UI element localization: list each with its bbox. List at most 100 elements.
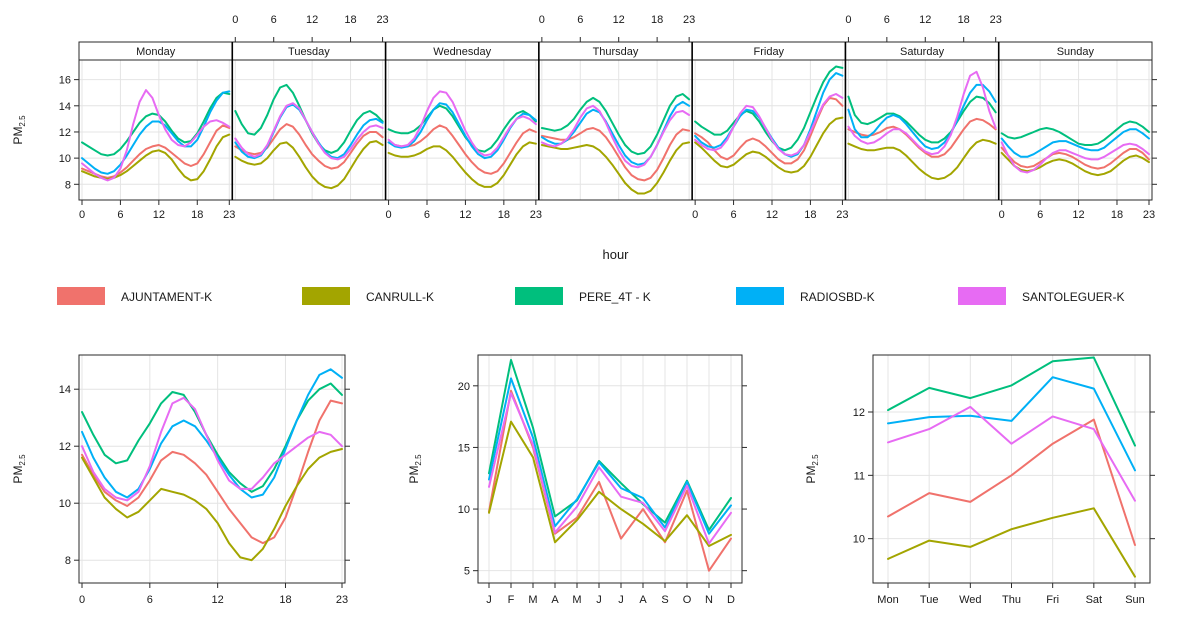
series-line-canrull-k-tuesday	[234, 140, 384, 190]
legend-item: CANRULL-K	[302, 287, 434, 305]
x-tick-label: 0	[232, 14, 238, 26]
series-line-santoleguer-k-saturday	[847, 70, 997, 156]
series-line-santoleguer-k	[887, 405, 1136, 502]
x-tick-label: 18	[958, 14, 970, 26]
series-line-pere-4t-k-saturday	[847, 95, 997, 144]
series-line-santoleguer-k	[488, 392, 732, 545]
series-line-ajuntament-k	[887, 418, 1136, 546]
legend-item: PERE_4T - K	[515, 287, 651, 305]
x-tick-label: 0	[692, 209, 698, 221]
legend-swatch	[736, 287, 784, 305]
x-tick-label: 18	[191, 209, 203, 221]
series-line-radiosbd-k-monday	[81, 90, 231, 175]
y-tick-label: 10	[59, 153, 71, 165]
series-line-ajuntament-k-wednesday	[387, 124, 537, 175]
y-axis-label: PM2.5	[804, 454, 820, 484]
x-tick-label: Sun	[1125, 594, 1145, 606]
series-line-radiosbd-k-saturday	[847, 83, 997, 150]
y-axis-label-main: PM	[407, 466, 421, 484]
y-tick-label: 11	[854, 470, 865, 482]
y-axis-label-subscript: 2.5	[414, 454, 423, 466]
legend: AJUNTAMENT-K CANRULL-K PERE_4T - K RADIOSBD…	[57, 287, 1124, 305]
series-line-radiosbd-k-sunday	[1000, 128, 1150, 158]
x-tick-label: 18	[804, 209, 816, 221]
legend-label: CANRULL-K	[366, 290, 434, 304]
x-tick-label: 0	[999, 209, 1005, 221]
series-line-pere-4t-k-monday	[81, 91, 231, 157]
x-tick-label: 0	[79, 594, 85, 606]
hour-panel: 8 10 12 14 0 6 12 18 23 PM2.5	[11, 354, 350, 606]
day-strip-label: Thursday	[593, 46, 639, 58]
day-strip-label: Friday	[754, 46, 785, 58]
day-strip-label: Wednesday	[433, 46, 491, 58]
series-line-pere-4t-k-thursday	[540, 93, 691, 156]
series-line-pere-4t-k-sunday	[1000, 120, 1150, 146]
x-tick-label: 0	[79, 209, 85, 221]
x-tick-label: 12	[613, 14, 625, 26]
x-tick-label: 23	[990, 14, 1002, 26]
legend-label: PERE_4T - K	[579, 290, 651, 304]
series-line-santoleguer-k-tuesday	[234, 102, 384, 161]
series-line-ajuntament-k	[81, 399, 343, 545]
y-axis-label: PM2.5	[11, 115, 27, 145]
x-tick-label: 12	[153, 209, 165, 221]
legend-item: AJUNTAMENT-K	[57, 287, 212, 305]
x-tick-label: 23	[1143, 209, 1155, 221]
series-line-ajuntament-k-saturday	[847, 117, 997, 158]
day-strip-label: Sunday	[1057, 46, 1095, 58]
x-tick-label: 0	[845, 14, 851, 26]
y-axis-label: PM2.5	[407, 454, 423, 484]
series-line-radiosbd-k-friday	[694, 72, 844, 158]
x-tick-label: 23	[376, 14, 388, 26]
series-line-ajuntament-k-friday	[694, 96, 844, 165]
series-line-santoleguer-k-monday	[81, 89, 231, 182]
x-tick-label: N	[705, 594, 713, 606]
series-line-canrull-k	[81, 448, 343, 562]
series-line-santoleguer-k-wednesday	[387, 90, 537, 157]
x-tick-label: Thu	[1002, 594, 1021, 606]
y-axis-label-subscript: 2.5	[811, 454, 820, 466]
series-line-canrull-k	[488, 420, 732, 547]
series-line-pere-4t-k-tuesday	[234, 83, 384, 154]
x-tick-label: 12	[306, 14, 318, 26]
series-line-canrull-k-thursday	[540, 141, 691, 195]
x-tick-label: 12	[1072, 209, 1084, 221]
x-tick-label: 6	[424, 209, 430, 221]
x-tick-label: 12	[459, 209, 471, 221]
series-line-radiosbd-k	[488, 377, 732, 535]
series-line-canrull-k-friday	[694, 116, 844, 174]
x-tick-label: 6	[1037, 209, 1043, 221]
y-tick-label: 8	[65, 555, 71, 567]
x-tick-label: 18	[498, 209, 510, 221]
x-tick-label: A	[639, 594, 647, 606]
x-tick-label: 18	[651, 14, 663, 26]
legend-swatch	[958, 287, 1006, 305]
y-tick-label: 12	[853, 407, 865, 419]
x-tick-label: 23	[336, 594, 348, 606]
series-line-pere-4t-k-friday	[694, 65, 844, 152]
y-tick-label: 10	[458, 504, 470, 516]
x-tick-label: J	[596, 594, 602, 606]
x-tick-label: O	[683, 594, 692, 606]
series-line-canrull-k-wednesday	[387, 141, 537, 188]
x-tick-label: J	[618, 594, 624, 606]
x-tick-label: M	[572, 594, 581, 606]
series-line-ajuntament-k-tuesday	[234, 123, 384, 170]
y-tick-label: 8	[65, 179, 71, 191]
x-tick-label: Tue	[920, 594, 939, 606]
series-line-santoleguer-k-thursday	[540, 104, 691, 169]
legend-swatch	[302, 287, 350, 305]
x-tick-label: 6	[271, 14, 277, 26]
series-line-canrull-k	[887, 507, 1136, 578]
x-tick-label: D	[727, 594, 735, 606]
y-tick-label: 14	[59, 384, 71, 396]
y-tick-label: 10	[853, 534, 865, 546]
legend-label: SANTOLEGUER-K	[1022, 290, 1124, 304]
x-tick-label: S	[661, 594, 668, 606]
y-tick-label: 14	[59, 101, 71, 113]
series-line-santoleguer-k	[81, 396, 343, 502]
day-strip-label: Monday	[136, 46, 176, 58]
x-tick-label: Mon	[877, 594, 898, 606]
